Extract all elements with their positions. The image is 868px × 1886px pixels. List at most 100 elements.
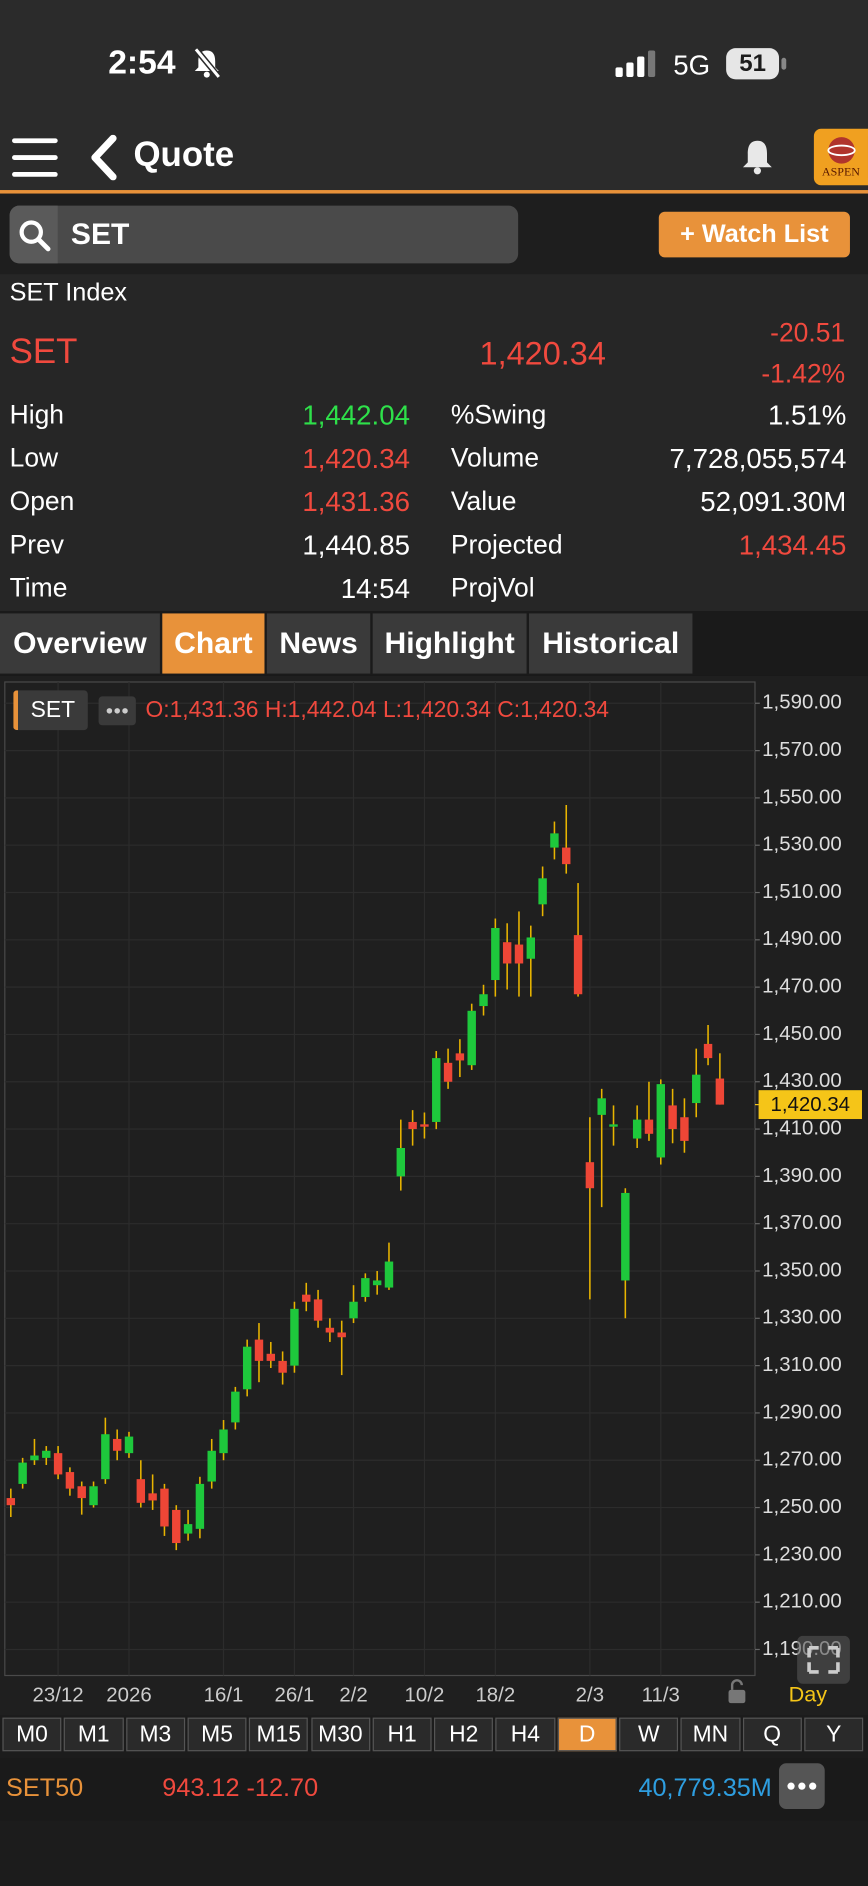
x-tick-label: 26/1 [275, 1683, 315, 1706]
lock-icon [728, 1679, 746, 1704]
timeframe-button[interactable]: H4 [495, 1717, 556, 1752]
ohlc-legend: O:1,431.36 H:1,442.04 L:1,420.34 C:1,420… [145, 697, 610, 723]
y-tick-label: 1,230.00 [762, 1542, 842, 1565]
x-tick-label: 2/2 [339, 1683, 367, 1706]
stat-label: Prev [9, 529, 65, 560]
stat-value: 1,442.04 [302, 399, 410, 431]
candle-body [18, 1462, 27, 1484]
y-tick-label: 1,410.00 [762, 1116, 842, 1139]
candle-body [573, 935, 583, 995]
candle-body [384, 1261, 394, 1288]
candle-body [644, 1119, 654, 1134]
candle-body [349, 1301, 358, 1319]
candle-body [266, 1353, 276, 1361]
x-tick-label: 10/2 [405, 1683, 445, 1706]
y-tick-label: 1,310.00 [762, 1353, 842, 1376]
candle-body [160, 1488, 169, 1527]
stat-value: 1,420.34 [302, 442, 410, 474]
candle-body [715, 1078, 725, 1105]
candle-body [242, 1346, 252, 1390]
timeframe-button[interactable]: M15 [249, 1717, 309, 1752]
tab[interactable]: Historical [528, 613, 693, 674]
stat-label: Low [9, 442, 59, 473]
dots-icon [787, 1782, 817, 1790]
timeframe-button[interactable]: M30 [310, 1717, 371, 1752]
candle-body [491, 928, 500, 981]
timeframe-button[interactable]: MN [680, 1717, 741, 1752]
battery: 51 [726, 48, 780, 80]
timeframe-button[interactable]: M0 [2, 1717, 62, 1752]
stat-label: Value [450, 485, 517, 517]
candle-body [432, 1058, 441, 1122]
timeframe-button[interactable]: H2 [434, 1717, 494, 1752]
tab[interactable]: Overview [0, 613, 160, 674]
candle-body [396, 1147, 406, 1177]
candle-body [550, 833, 559, 848]
candle-body [502, 942, 512, 964]
candle-body [302, 1294, 311, 1302]
tab[interactable]: News [266, 613, 371, 674]
stat-label: ProjVol [450, 572, 535, 603]
candle-body [77, 1486, 86, 1499]
candle-body [562, 847, 571, 865]
stat-value: 52,091.30M [700, 485, 847, 518]
search-box[interactable]: SET [9, 205, 519, 264]
candle-body [538, 878, 547, 905]
timeframe-button[interactable]: Q [742, 1717, 802, 1752]
candle-body [101, 1434, 110, 1480]
timeframe-button[interactable]: M1 [64, 1717, 124, 1752]
menu-button[interactable] [12, 136, 60, 179]
chart-menu[interactable] [98, 696, 136, 726]
timeframe-button[interactable]: M5 [187, 1717, 247, 1752]
quote-symbol: SET [9, 333, 78, 372]
candle-body [30, 1455, 39, 1461]
stat-value: 1.51% [767, 399, 847, 431]
tab[interactable]: Highlight [372, 613, 527, 674]
footer-turnover: 40,779.35M [638, 1774, 772, 1802]
candle-body [231, 1391, 240, 1423]
stat-value: 14:54 [340, 572, 410, 604]
candle-body [692, 1074, 701, 1104]
y-tick-label: 1,210.00 [762, 1590, 842, 1613]
interval-label: Day [789, 1682, 828, 1707]
timeframe-button[interactable]: H1 [372, 1717, 432, 1752]
candle-body [609, 1124, 618, 1127]
timeframe-button[interactable]: M3 [125, 1717, 186, 1752]
candle-body [597, 1098, 606, 1115]
watchlist-button[interactable]: + Watch List [658, 211, 850, 258]
x-tick-label: 2/3 [576, 1683, 604, 1706]
x-tick-label: 2026 [106, 1683, 151, 1706]
candle-body [632, 1119, 642, 1139]
stat-value: 7,728,055,574 [669, 442, 847, 474]
timeframe-button[interactable]: Y [804, 1717, 864, 1752]
x-tick-label: 18/2 [475, 1683, 515, 1706]
y-tick-label: 1,530.00 [762, 833, 842, 856]
search-icon-bg [9, 205, 58, 264]
y-tick-label: 1,390.00 [762, 1164, 842, 1187]
y-tick-label: 1,250.00 [762, 1495, 842, 1518]
page-title: Quote [133, 135, 235, 175]
expand-button[interactable] [797, 1635, 850, 1684]
y-tick-label: 1,290.00 [762, 1400, 842, 1423]
timeframe-button[interactable]: W [619, 1717, 679, 1752]
alert-button[interactable] [739, 137, 775, 175]
candle-body [124, 1436, 134, 1454]
back-button[interactable] [89, 134, 120, 181]
quote-change: -20.51 [770, 317, 846, 348]
tab[interactable]: Chart [162, 613, 265, 674]
candle-body [526, 937, 536, 959]
timeframe-button[interactable]: D [557, 1717, 617, 1752]
candle-body [467, 1010, 476, 1066]
candle-body [89, 1486, 98, 1506]
candle-body [112, 1438, 122, 1451]
candle-body [372, 1280, 382, 1286]
candle-body [668, 1105, 677, 1130]
candle-body [656, 1084, 665, 1158]
candle-body [361, 1278, 370, 1298]
candle-body [65, 1472, 75, 1489]
logo[interactable]: ASPEN [813, 128, 868, 186]
footer-menu[interactable] [779, 1763, 825, 1810]
stat-value: 1,431.36 [302, 485, 410, 518]
y-tick-label: 1,490.00 [762, 927, 842, 950]
candle-body [313, 1299, 323, 1321]
